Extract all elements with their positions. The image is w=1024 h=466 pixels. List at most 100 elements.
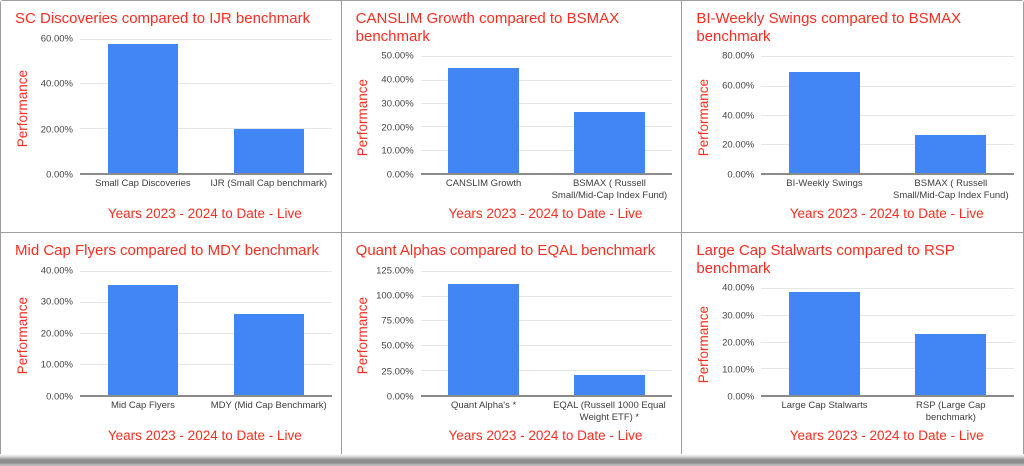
bar bbox=[915, 333, 987, 395]
y-tick-label: 80.00% bbox=[722, 50, 755, 62]
y-axis-title-column: Performance bbox=[353, 50, 373, 202]
chart-caption: Years 2023 - 2024 to Date - Live bbox=[448, 428, 643, 443]
bar bbox=[574, 112, 645, 173]
gridline bbox=[420, 56, 673, 58]
y-axis-title-column: Performance bbox=[12, 265, 32, 424]
chart-area: Performance 0.00% 20.00% 40.00% 60.00% Smal… bbox=[12, 33, 332, 202]
chart-caption: Years 2023 - 2024 to Date - Live bbox=[107, 428, 302, 443]
chart-panel-mid-cap-flyers: Mid Cap Flyers compared to MDY benchmark… bbox=[1, 233, 342, 454]
y-axis-ticks: 0.00% 10.00% 20.00% 30.00% 40.00% 50.00% bbox=[373, 51, 421, 181]
y-tick-label: 0.00% bbox=[386, 169, 414, 181]
y-axis-title-column: Performance bbox=[693, 282, 713, 424]
x-category-label: Large Cap Stalwarts bbox=[781, 400, 868, 411]
plot-area bbox=[420, 270, 673, 397]
x-axis-labels: CANSLIM Growth BSMAX ( Russell Small/Mid-… bbox=[421, 175, 673, 202]
x-category-label: CANSLIM Growth bbox=[445, 178, 522, 189]
gridline bbox=[761, 288, 1014, 290]
y-tick-label: 0.00% bbox=[727, 169, 755, 181]
y-tick-label: 60.00% bbox=[722, 80, 755, 92]
y-tick-label: 10.00% bbox=[40, 359, 73, 371]
gridline bbox=[80, 83, 332, 85]
y-tick-label: 30.00% bbox=[722, 310, 755, 322]
gridline bbox=[420, 126, 673, 128]
bar bbox=[574, 375, 645, 395]
plot-column: 0.00% 20.00% 40.00% 60.00% Small Cap Discov… bbox=[32, 33, 332, 202]
y-tick-label: 10.00% bbox=[722, 364, 755, 376]
gridline bbox=[80, 128, 332, 130]
y-tick-label: 100.00% bbox=[376, 290, 414, 302]
y-tick-label: 0.00% bbox=[46, 391, 73, 403]
chart-area: Performance 0.00% 10.00% 20.00% 30.00% 40.00… bbox=[353, 50, 673, 202]
plot-column: 0.00% 10.00% 20.00% 30.00% 40.00% 50.00% CANS… bbox=[373, 50, 673, 202]
chart-panel-sc-discoveries: SC Discoveries compared to IJR benchmark… bbox=[1, 1, 342, 233]
y-axis-title-column: Performance bbox=[12, 33, 32, 202]
bar bbox=[789, 292, 860, 395]
plot-column: 0.00% 10.00% 20.00% 30.00% 40.00% Mid Cap Fl… bbox=[32, 265, 332, 424]
chart-grid: SC Discoveries compared to IJR benchmark… bbox=[0, 0, 1024, 454]
y-tick-label: 20.00% bbox=[40, 328, 73, 340]
y-axis-ticks: 0.00% 25.00% 50.00% 75.00% 100.00% 125.00% bbox=[373, 265, 421, 402]
y-axis-title-column: Performance bbox=[693, 50, 713, 202]
x-axis-labels: Mid Cap Flyers MDY (Mid Cap Benchmark) bbox=[80, 397, 332, 424]
y-tick-label: 50.00% bbox=[381, 340, 414, 352]
y-axis-ticks: 0.00% 20.00% 40.00% 60.00% bbox=[32, 33, 80, 180]
gridline bbox=[761, 143, 1014, 145]
y-tick-label: 50.00% bbox=[381, 50, 414, 62]
y-axis-ticks: 0.00% 20.00% 40.00% 60.00% 80.00% bbox=[713, 51, 761, 181]
chart-title: CANSLIM Growth compared to BSMAX benchma… bbox=[355, 10, 620, 45]
plot-area bbox=[420, 56, 673, 175]
gridline bbox=[80, 270, 332, 272]
gridline bbox=[761, 114, 1014, 116]
x-category-label: BSMAX ( Russell Small/Mid-Cap Index Fund… bbox=[551, 178, 668, 201]
y-tick-label: 20.00% bbox=[40, 124, 73, 136]
plot-row: 0.00% 20.00% 40.00% 60.00% 80.00% bbox=[713, 51, 1014, 181]
bar-slot bbox=[206, 39, 332, 173]
y-axis-title: Performance bbox=[695, 78, 711, 156]
y-tick-label: 40.00% bbox=[40, 265, 73, 277]
x-category-label: BI-Weekly Swings bbox=[786, 178, 863, 189]
window-bottom-edge bbox=[0, 454, 1024, 466]
y-axis-title: Performance bbox=[355, 296, 371, 374]
gridline bbox=[420, 295, 673, 297]
gridline bbox=[420, 270, 673, 272]
y-tick-label: 20.00% bbox=[722, 139, 755, 151]
bar-slot bbox=[80, 39, 206, 173]
y-tick-label: 40.00% bbox=[381, 74, 414, 86]
chart-caption: Years 2023 - 2024 to Date - Live bbox=[789, 206, 984, 221]
plot-area bbox=[761, 288, 1014, 397]
chart-caption: Years 2023 - 2024 to Date - Live bbox=[789, 428, 984, 443]
bar bbox=[107, 44, 179, 173]
bar-slot bbox=[80, 271, 206, 395]
chart-area: Performance 0.00% 20.00% 40.00% 60.00% 80.00… bbox=[693, 50, 1014, 202]
plot-area bbox=[80, 270, 332, 397]
y-tick-label: 60.00% bbox=[40, 33, 73, 45]
bar-slot bbox=[546, 56, 672, 173]
plot-row: 0.00% 20.00% 40.00% 60.00% bbox=[32, 33, 332, 181]
bar-slot bbox=[421, 271, 547, 395]
chart-title: Mid Cap Flyers compared to MDY benchmark bbox=[15, 242, 319, 259]
x-category-label: Quant Alpha's * bbox=[450, 400, 517, 411]
chart-panel-canslim-growth: CANSLIM Growth compared to BSMAX benchma… bbox=[341, 1, 683, 233]
y-tick-label: 40.00% bbox=[722, 110, 755, 122]
x-axis-labels: Small Cap Discoveries IJR (Small Cap benc… bbox=[80, 175, 332, 202]
gridline bbox=[80, 363, 332, 365]
gridline bbox=[420, 79, 673, 81]
plot-row: 0.00% 25.00% 50.00% 75.00% 100.00% 125.00% bbox=[373, 265, 673, 403]
gridline bbox=[420, 149, 673, 151]
y-axis-title: Performance bbox=[695, 305, 711, 383]
y-tick-label: 0.00% bbox=[46, 169, 73, 181]
x-axis-labels: Quant Alpha's * EQAL (Russell 1000 Equal … bbox=[421, 397, 673, 424]
bar bbox=[233, 129, 304, 173]
chart-title: BI-Weekly Swings compared to BSMAX bench… bbox=[696, 10, 962, 45]
plot-column: 0.00% 10.00% 20.00% 30.00% 40.00% Large Cap … bbox=[713, 282, 1014, 424]
bar bbox=[789, 71, 860, 173]
gridline bbox=[761, 85, 1014, 87]
y-axis-title: Performance bbox=[355, 78, 371, 156]
y-tick-label: 40.00% bbox=[40, 78, 73, 90]
x-axis-labels: BI-Weekly Swings BSMAX ( Russell Small/Mi… bbox=[761, 175, 1014, 202]
bar-slot bbox=[546, 271, 672, 395]
gridline bbox=[420, 370, 673, 372]
y-tick-label: 30.00% bbox=[40, 296, 73, 308]
y-tick-label: 30.00% bbox=[381, 98, 414, 110]
